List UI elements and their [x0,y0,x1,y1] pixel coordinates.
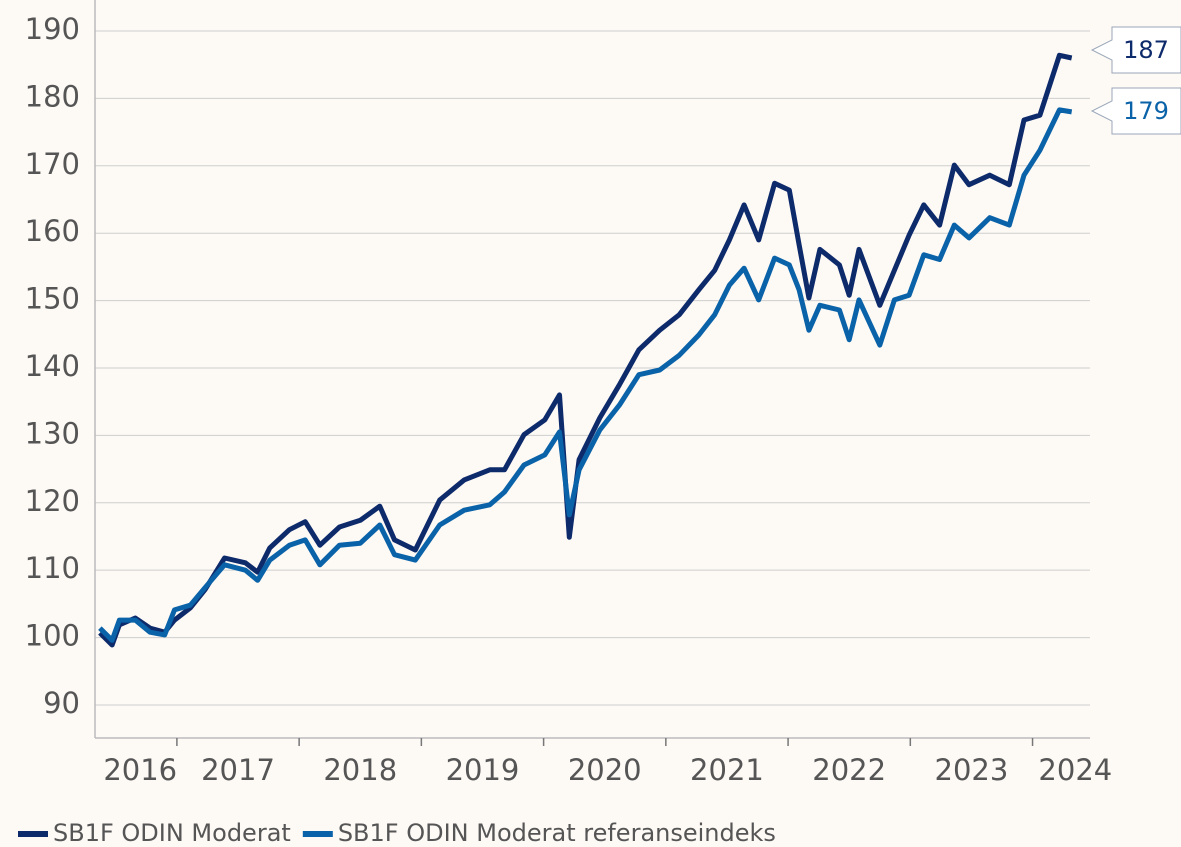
legend-label: SB1F ODIN Moderat [53,819,291,847]
y-tick-label: 180 [25,79,80,113]
callout-label: 187 [1123,36,1169,64]
x-tick-label: 2017 [201,753,275,787]
y-tick-label: 170 [25,147,80,181]
x-tick-label: 2018 [323,753,397,787]
y-tick-label: 140 [25,349,80,383]
y-tick-label: 190 [25,12,80,46]
x-tick-label: 2024 [1038,753,1112,787]
legend-label: SB1F ODIN Moderat referanseindeks [338,819,776,847]
callout-box [1090,87,1181,135]
series-line [98,52,1073,648]
y-tick-label: 160 [25,214,80,248]
y-tick-label: 110 [25,551,80,585]
x-tick-label: 2019 [446,753,520,787]
series-line [98,107,1073,643]
y-tick-label: 120 [25,484,80,518]
callout-label: 179 [1123,97,1169,125]
callout-box [1090,26,1181,74]
x-tick-label: 2023 [935,753,1009,787]
x-tick-label: 2016 [103,753,177,787]
x-tick-label: 2021 [690,753,764,787]
y-tick-label: 100 [25,619,80,653]
y-tick-label: 90 [43,686,80,720]
y-tick-label: 150 [25,282,80,316]
x-tick-label: 2022 [812,753,886,787]
x-tick-label: 2020 [568,753,642,787]
y-tick-label: 130 [25,416,80,450]
